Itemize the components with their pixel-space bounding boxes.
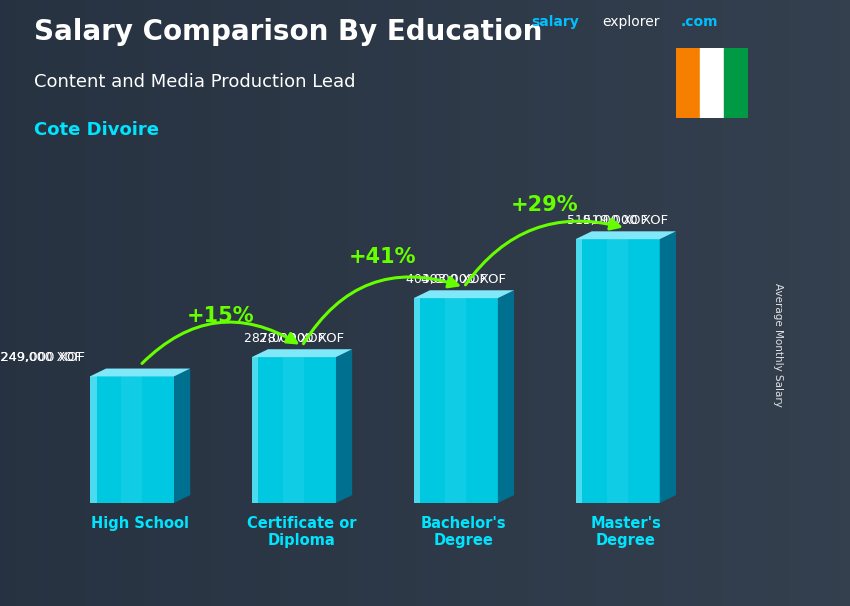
Bar xyxy=(283,357,304,503)
Text: 519,000 XOF: 519,000 XOF xyxy=(568,213,648,227)
Polygon shape xyxy=(414,290,514,298)
Text: .com: .com xyxy=(681,15,718,29)
Text: 249,000 XOF: 249,000 XOF xyxy=(1,351,82,364)
Bar xyxy=(575,239,582,503)
Bar xyxy=(252,357,258,503)
Text: 403,000 XOF: 403,000 XOF xyxy=(405,273,486,285)
Bar xyxy=(122,376,143,503)
Text: salary: salary xyxy=(531,15,579,29)
Polygon shape xyxy=(174,368,190,503)
Text: 287,000 XOF: 287,000 XOF xyxy=(244,331,325,344)
Bar xyxy=(414,298,498,503)
Text: +15%: +15% xyxy=(187,306,255,326)
Bar xyxy=(445,298,467,503)
Text: 249,000 XOF: 249,000 XOF xyxy=(0,351,85,364)
Text: +29%: +29% xyxy=(511,195,579,215)
Polygon shape xyxy=(660,231,676,503)
Bar xyxy=(700,48,724,118)
Bar xyxy=(676,48,700,118)
Text: Bachelor's
Degree: Bachelor's Degree xyxy=(421,516,507,548)
Text: Certificate or
Diploma: Certificate or Diploma xyxy=(247,516,357,548)
Bar xyxy=(724,48,748,118)
Text: +41%: +41% xyxy=(349,247,416,267)
Text: Average Monthly Salary: Average Monthly Salary xyxy=(773,284,783,407)
Polygon shape xyxy=(575,231,676,239)
Text: explorer: explorer xyxy=(602,15,660,29)
Text: Content and Media Production Lead: Content and Media Production Lead xyxy=(34,73,355,91)
Bar xyxy=(607,239,628,503)
Text: High School: High School xyxy=(91,516,189,531)
Bar xyxy=(90,376,97,503)
Polygon shape xyxy=(252,349,352,357)
Bar xyxy=(90,376,174,503)
Text: 287,000 XOF: 287,000 XOF xyxy=(259,331,344,344)
Polygon shape xyxy=(498,290,514,503)
Polygon shape xyxy=(336,349,352,503)
Bar xyxy=(575,239,660,503)
Bar xyxy=(252,357,336,503)
Text: Master's
Degree: Master's Degree xyxy=(590,516,661,548)
Bar xyxy=(414,298,421,503)
Text: Salary Comparison By Education: Salary Comparison By Education xyxy=(34,18,542,46)
Text: Cote Divoire: Cote Divoire xyxy=(34,121,159,139)
Polygon shape xyxy=(90,368,190,376)
Text: 403,000 XOF: 403,000 XOF xyxy=(422,273,507,285)
Text: 519,000 XOF: 519,000 XOF xyxy=(583,213,668,227)
